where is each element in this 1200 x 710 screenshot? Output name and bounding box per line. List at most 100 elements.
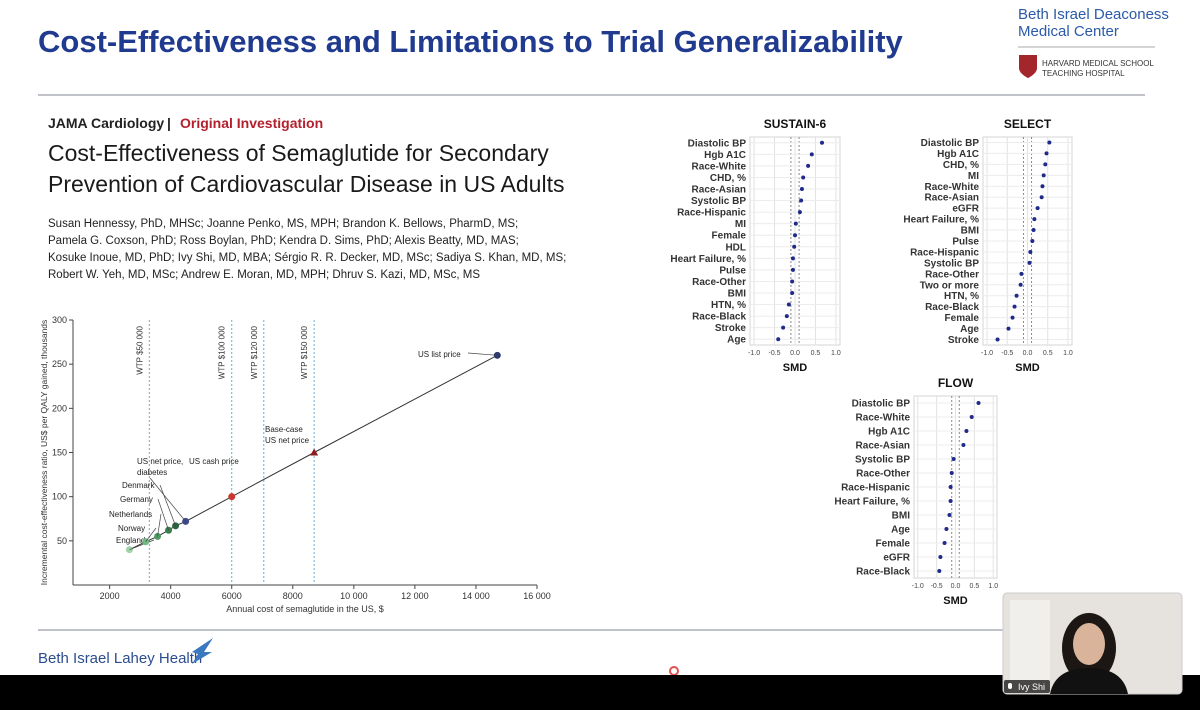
point-label: US cash price	[189, 457, 239, 466]
wtp-label: WTP $150 000	[300, 325, 309, 379]
article-title: Cost-Effectiveness of Semaglutide for Se…	[48, 140, 549, 166]
name-tag	[1004, 680, 1050, 693]
category-label: Hgb A1C	[704, 150, 746, 161]
category-label: BMI	[728, 289, 747, 300]
y-tick-label: 100	[52, 492, 67, 502]
dot	[976, 401, 981, 405]
dot	[797, 210, 802, 215]
dot	[793, 221, 798, 226]
category-label: Diastolic BP	[688, 138, 747, 149]
dot	[790, 256, 795, 261]
point	[228, 493, 236, 501]
category-label: MI	[735, 219, 746, 230]
category-label: MI	[968, 171, 979, 182]
dot	[781, 325, 786, 330]
leader	[149, 477, 186, 522]
dot	[799, 198, 804, 203]
dot	[790, 291, 795, 295]
dot	[792, 244, 797, 249]
x-tick-label: -0.5	[1001, 350, 1013, 357]
authors: Pamela G. Coxson, PhD; Ross Boylan, PhD;…	[48, 235, 519, 247]
dot	[1030, 239, 1035, 243]
point-label: diabetes	[137, 468, 167, 477]
x-axis-label: Annual cost of semaglutide in the US, $	[226, 604, 384, 614]
category-label: HTN, %	[944, 291, 979, 302]
logo-affiliation: HARVARD MEDICAL SCHOOL	[1042, 59, 1154, 68]
y-tick-label: 150	[52, 448, 67, 458]
category-label: Age	[891, 525, 910, 536]
authors: Susan Hennessy, PhD, MHSc; Joanne Penko,…	[48, 218, 518, 230]
x-tick-label: -1.0	[748, 350, 760, 357]
x-tick-label: 1.0	[831, 350, 841, 357]
x-tick-label: 2000	[100, 591, 120, 601]
dot	[1040, 184, 1045, 189]
y-tick-label: 50	[57, 536, 67, 546]
dot	[1035, 206, 1040, 211]
call-bar	[0, 675, 1200, 710]
leader	[157, 513, 162, 537]
leader	[467, 352, 498, 356]
category-label: BMI	[961, 226, 980, 237]
category-label: CHD, %	[710, 173, 746, 184]
x-tick-label: 0.5	[811, 350, 821, 357]
video-face	[1073, 623, 1105, 665]
category-label: Race-White	[692, 161, 747, 172]
category-label: HTN, %	[711, 300, 746, 311]
dot	[1027, 260, 1032, 265]
leader	[157, 498, 169, 531]
dot	[820, 140, 824, 145]
x-tick-label: 1.0	[1063, 350, 1073, 357]
x-tick-label: 6000	[222, 591, 242, 601]
dot	[1010, 315, 1015, 320]
category-label: Stroke	[948, 335, 980, 346]
dot	[1019, 271, 1024, 276]
x-tick-label: -1.0	[912, 583, 924, 590]
dot	[1039, 195, 1044, 200]
dot	[786, 302, 791, 307]
dot	[1018, 282, 1023, 287]
category-label: Female	[945, 313, 980, 324]
dot	[949, 471, 954, 475]
dot	[1031, 228, 1036, 233]
category-label: Race-Black	[856, 567, 910, 578]
category-label: Systolic BP	[924, 258, 979, 269]
panel-title: SELECT	[1004, 117, 1052, 131]
category-label: BMI	[892, 511, 911, 522]
dot	[1043, 162, 1048, 167]
x-tick-label: 16 000	[523, 591, 551, 601]
category-label: Diastolic BP	[921, 138, 980, 149]
category-label: Race-Hispanic	[910, 247, 979, 258]
dot	[784, 314, 789, 319]
category-label: Female	[712, 231, 747, 242]
category-label: Female	[876, 539, 911, 550]
point	[310, 448, 319, 456]
category-label: Race-Asian	[925, 193, 979, 204]
logo-name: Medical Center	[1018, 23, 1119, 40]
panel-title: SUSTAIN-6	[764, 117, 827, 131]
dot	[938, 555, 943, 559]
dot	[942, 541, 947, 545]
dot	[961, 443, 966, 447]
wtp-label: WTP $100 000	[218, 325, 227, 379]
x-tick-label: 1.0	[988, 583, 998, 590]
category-label: Hgb A1C	[868, 427, 910, 438]
category-label: Race-White	[856, 413, 911, 424]
point-label: US list price	[418, 350, 461, 359]
slide-background	[0, 0, 1200, 675]
dot	[947, 513, 952, 517]
video-tile[interactable]: Ivy Shi	[1002, 592, 1183, 695]
dot	[799, 187, 804, 191]
x-axis-label: SMD	[1015, 362, 1040, 374]
dot	[801, 175, 806, 180]
video-wall	[1010, 600, 1050, 693]
dot	[1006, 326, 1011, 331]
category-label: Systolic BP	[855, 455, 910, 466]
mic-icon	[1008, 683, 1012, 689]
dot	[790, 279, 795, 284]
category-label: Race-Other	[856, 469, 910, 480]
logo-shield	[1019, 55, 1037, 78]
category-label: Hgb A1C	[937, 149, 979, 160]
dot	[948, 485, 953, 489]
